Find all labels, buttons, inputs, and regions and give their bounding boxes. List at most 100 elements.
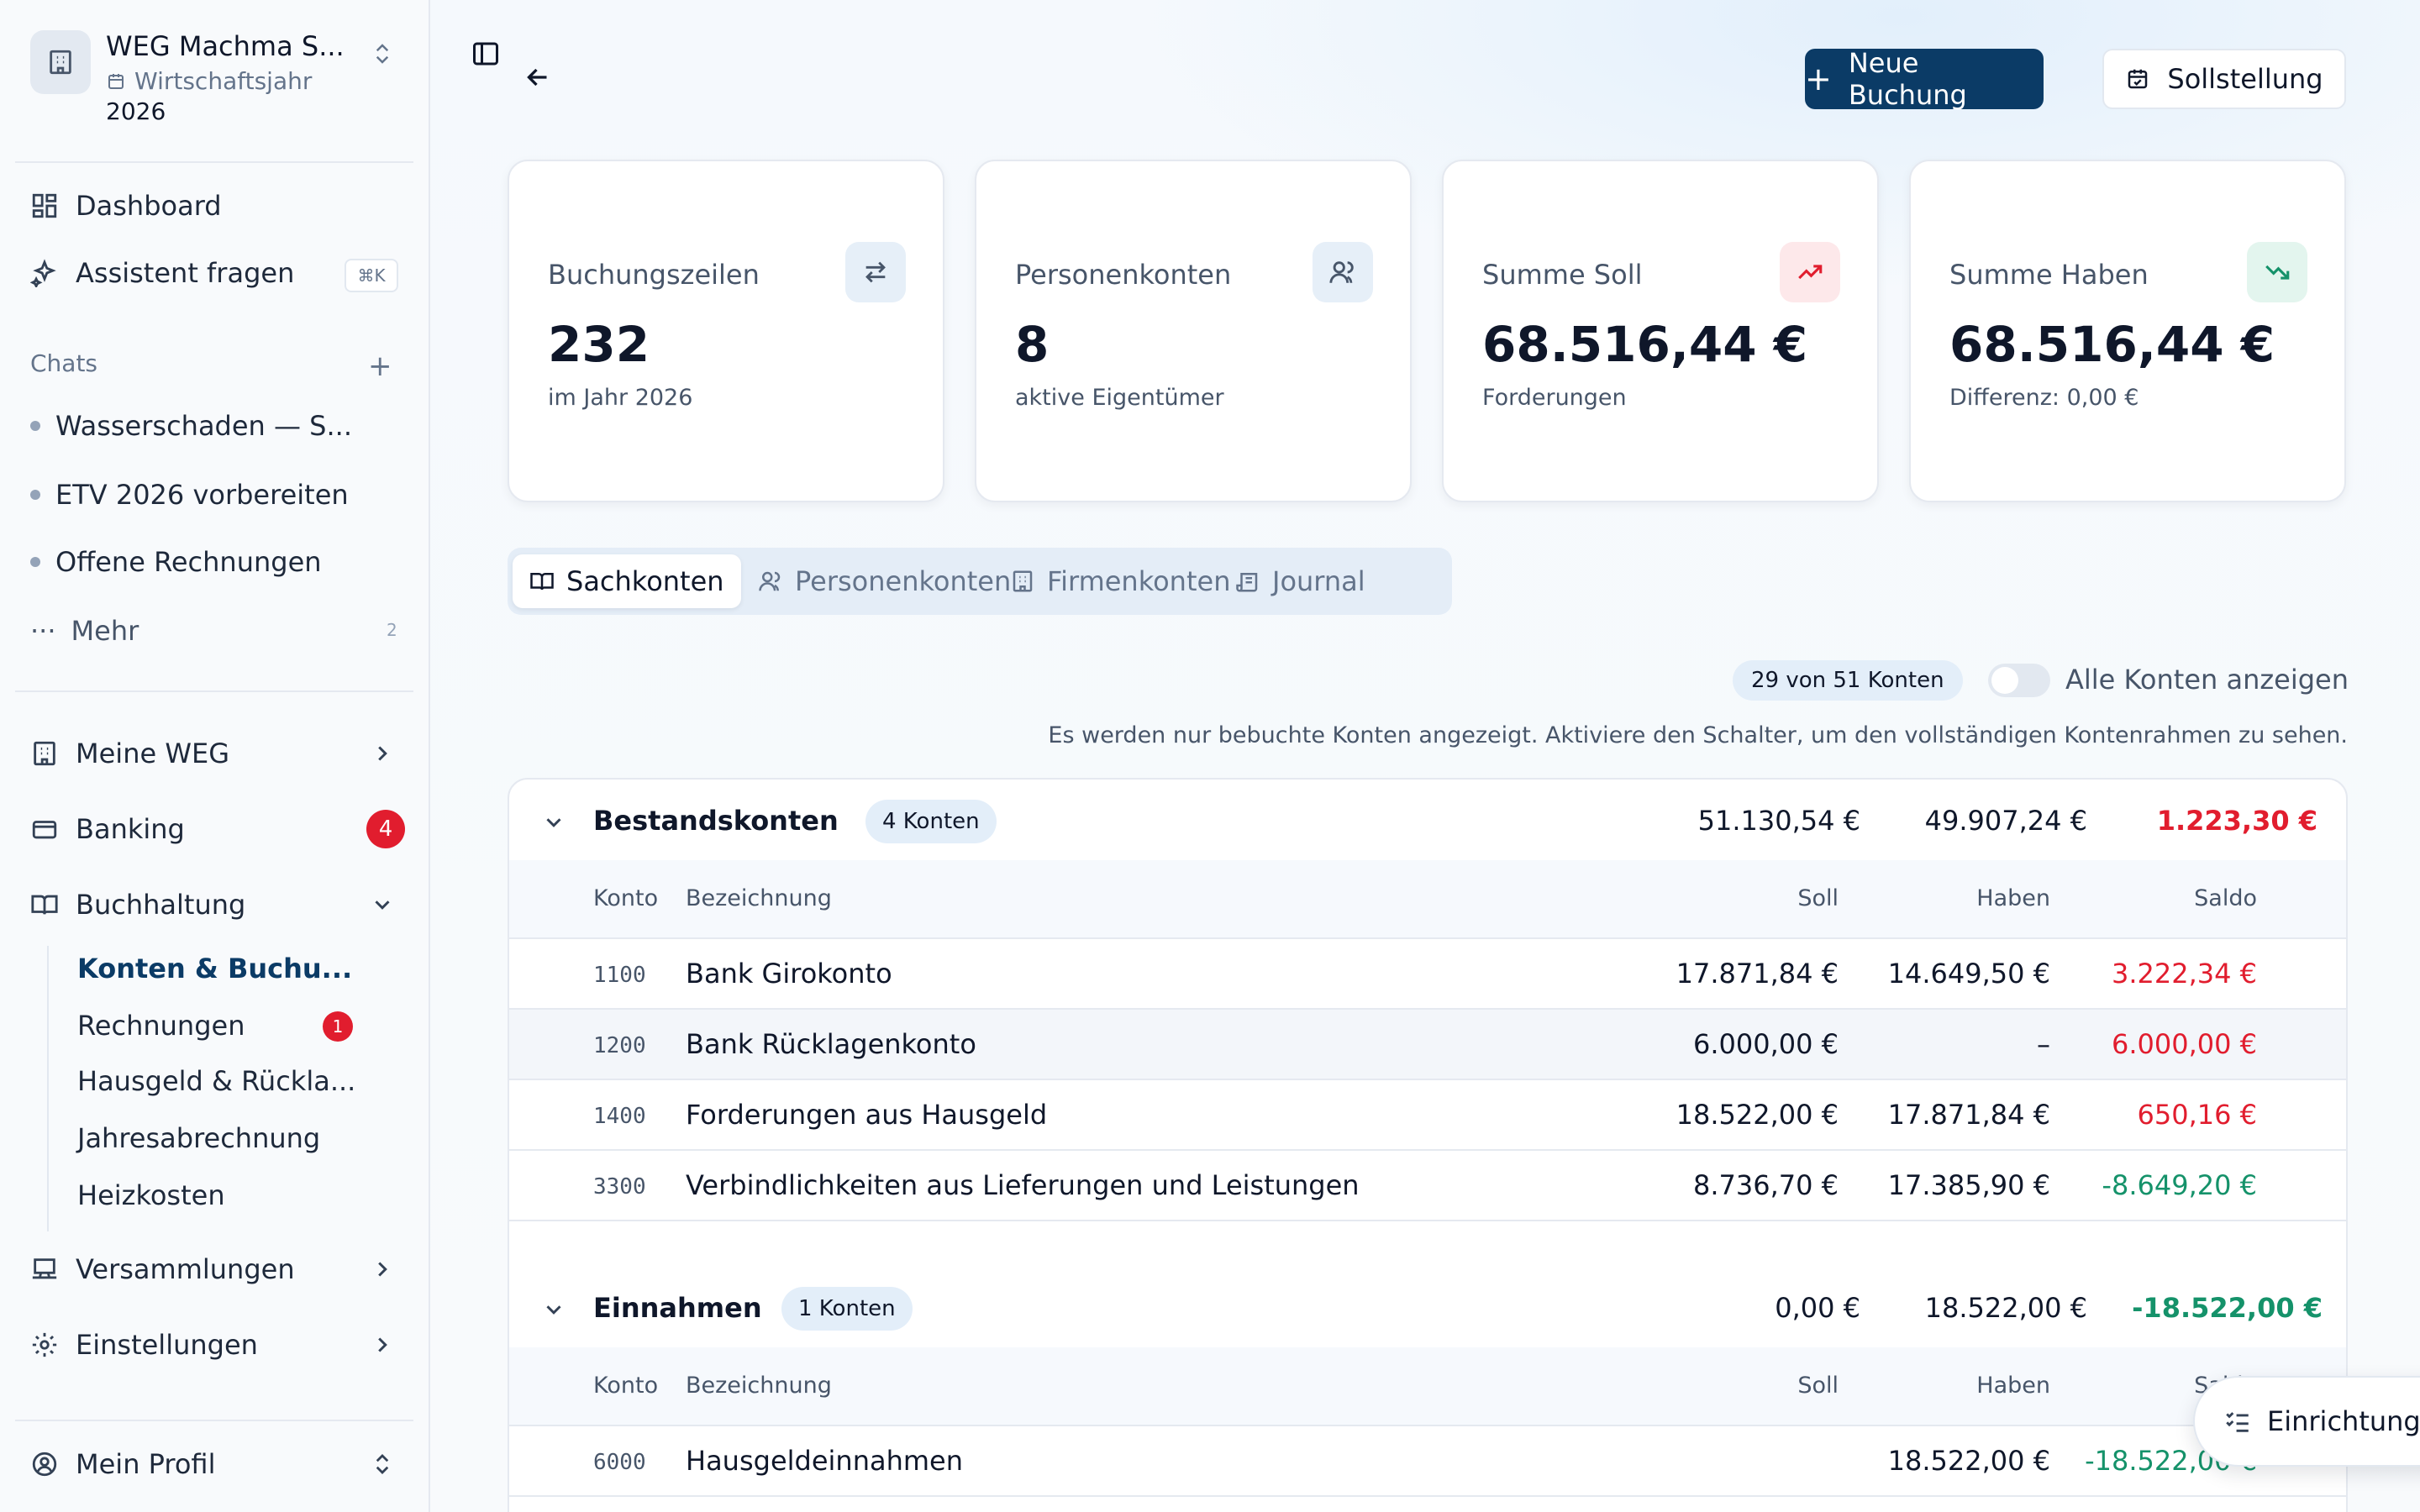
- back-arrow-icon[interactable]: [523, 62, 553, 92]
- kpi-title: Buchungszeilen: [548, 259, 760, 291]
- row-saldo: -8.649,20 €: [2102, 1169, 2257, 1201]
- divider: [15, 161, 413, 163]
- col-konto: Konto: [593, 1373, 659, 1399]
- show-all-toggle[interactable]: [1988, 664, 2050, 697]
- chat-item[interactable]: Offene Rechnungen: [30, 546, 322, 578]
- fiscal-year[interactable]: Wirtschaftsjahr: [106, 67, 312, 95]
- nav-meine-weg-label: Meine WEG: [76, 738, 229, 769]
- nav-profil[interactable]: Mein Profil: [30, 1448, 215, 1480]
- row-saldo: 650,16 €: [2137, 1099, 2258, 1131]
- row-code: 6000: [593, 1450, 646, 1475]
- table-row[interactable]: 1100 Bank Girokonto 17.871,84 € 14.649,5…: [509, 939, 2346, 1010]
- chevron-down-icon[interactable]: [370, 892, 395, 917]
- kpi-subtitle: im Jahr 2026: [548, 385, 693, 411]
- kpi-title: Summe Soll: [1482, 259, 1643, 291]
- chevron-right-icon[interactable]: [370, 1332, 395, 1357]
- chevron-right-icon[interactable]: [370, 741, 395, 766]
- org-name[interactable]: WEG Machma S...: [106, 30, 345, 62]
- group-haben: 49.907,24 €: [1924, 805, 2087, 837]
- tab-journal[interactable]: Journal: [1218, 554, 1382, 608]
- nav-assistant[interactable]: Assistent fragen: [30, 257, 294, 289]
- table-row[interactable]: 1400 Forderungen aus Hausgeld 18.522,00 …: [509, 1080, 2346, 1151]
- new-chat-button[interactable]: +: [368, 349, 392, 383]
- row-name: Forderungen aus Hausgeld: [686, 1099, 1048, 1131]
- sidebar-toggle-icon[interactable]: [471, 39, 501, 69]
- tab-label: Journal: [1272, 565, 1365, 597]
- switch-org-icon[interactable]: [370, 39, 395, 76]
- kpi-subtitle: aktive Eigentümer: [1015, 385, 1224, 411]
- tab-firmenkonten[interactable]: Firmenkonten: [993, 554, 1247, 608]
- table-row[interactable]: 3300 Verbindlichkeiten aus Lieferungen u…: [509, 1151, 2346, 1221]
- kpi-title: Summe Haben: [1949, 259, 2149, 291]
- sub-hausgeld[interactable]: Hausgeld & Rückla...: [77, 1065, 356, 1097]
- fiscal-year-value: 2026: [106, 97, 166, 125]
- scroll-icon: [1236, 573, 1258, 592]
- rechnungen-badge: 1: [323, 1011, 353, 1042]
- row-name: Verbindlichkeiten aus Lieferungen und Le…: [686, 1169, 1360, 1201]
- kpi-card-summe-haben: Summe Haben 68.516,44 € Differenz: 0,00 …: [1909, 160, 2346, 502]
- chat-item[interactable]: Wasserschaden — S...: [30, 410, 352, 442]
- new-booking-label: Neue Buchung: [1848, 47, 1967, 111]
- sub-konten-buchungen[interactable]: Konten & Buchu...: [77, 953, 353, 984]
- col-soll: Soll: [1797, 1373, 1839, 1399]
- chat-item-label: Offene Rechnungen: [55, 546, 322, 578]
- col-saldo: Saldo: [2194, 885, 2257, 911]
- row-code: 3300: [593, 1174, 646, 1200]
- sollstellung-button[interactable]: Sollstellung: [2102, 49, 2346, 109]
- row-soll: 18.522,00 €: [1676, 1099, 1839, 1131]
- group-title: Bestandskonten: [593, 805, 839, 837]
- sub-jahresabrechnung[interactable]: Jahresabrechnung: [77, 1122, 321, 1154]
- row-haben: 17.385,90 €: [1887, 1169, 2050, 1201]
- row-saldo: 6.000,00 €: [2111, 1028, 2257, 1060]
- users-icon: [1313, 242, 1373, 302]
- new-booking-button[interactable]: + Neue Buchung: [1805, 47, 2044, 111]
- sub-heizkosten[interactable]: Heizkosten: [77, 1179, 225, 1211]
- row-saldo: 3.222,34 €: [2111, 958, 2257, 990]
- bullet-icon: [30, 490, 40, 500]
- chat-item[interactable]: ETV 2026 vorbereiten: [30, 479, 349, 511]
- row-haben: 14.649,50 €: [1887, 958, 2050, 990]
- chevron-updown-icon[interactable]: [370, 1450, 395, 1478]
- chevron-down-icon[interactable]: [541, 1297, 566, 1322]
- kpi-card-buchungszeilen: Buchungszeilen 232 im Jahr 2026: [508, 160, 944, 502]
- sub-rechnungen[interactable]: Rechnungen: [77, 1010, 245, 1042]
- main-content: + Neue Buchung Sollstellung Buchungszeil…: [430, 0, 2420, 1512]
- group-saldo: -18.522,00 €: [2132, 1292, 2323, 1324]
- setup-progress-button[interactable]: Einrichtung abschließen 70: [2193, 1376, 2420, 1467]
- nav-meine-weg[interactable]: Meine WEG: [30, 738, 229, 769]
- group-soll: 51.130,54 €: [1697, 805, 1860, 837]
- nav-profil-label: Mein Profil: [76, 1448, 216, 1480]
- column-header: Konto Bezeichnung Soll Haben Saldo: [509, 860, 2346, 939]
- row-name: Hausgeldeinnahmen: [686, 1445, 963, 1477]
- row-name: Bank Girokonto: [686, 958, 892, 990]
- table-row[interactable]: 6000 Hausgeldeinnahmen 18.522,00 € -18.5…: [509, 1426, 2346, 1497]
- tab-personenkonten[interactable]: Personenkonten: [741, 554, 1028, 608]
- row-soll: 6.000,00 €: [1692, 1028, 1839, 1060]
- row-code: 1200: [593, 1033, 646, 1058]
- kpi-value: 232: [548, 316, 650, 373]
- chats-more[interactable]: ··· Mehr: [30, 615, 139, 647]
- nav-dashboard[interactable]: Dashboard: [30, 190, 222, 222]
- chats-more-count: 2: [387, 620, 397, 640]
- chats-heading: Chats: [30, 349, 98, 377]
- chevron-right-icon[interactable]: [370, 1257, 395, 1282]
- tab-sachkonten[interactable]: Sachkonten: [513, 554, 741, 608]
- nav-buchhaltung[interactable]: Buchhaltung: [30, 889, 245, 921]
- tab-label: Firmenkonten: [1047, 565, 1231, 597]
- kpi-subtitle: Forderungen: [1482, 385, 1627, 411]
- group-header-bestandskonten[interactable]: Bestandskonten 4 Konten 51.130,54 € 49.9…: [509, 780, 2346, 860]
- chat-item-label: Wasserschaden — S...: [55, 410, 352, 442]
- row-haben: 17.871,84 €: [1887, 1099, 2050, 1131]
- kpi-value: 68.516,44 €: [1949, 316, 2275, 373]
- table-row[interactable]: 1200 Bank Rücklagenkonto 6.000,00 € – 6.…: [509, 1010, 2346, 1080]
- nav-versammlungen[interactable]: Versammlungen: [30, 1253, 295, 1285]
- nav-banking[interactable]: Banking: [30, 813, 185, 845]
- nav-einstellungen[interactable]: Einstellungen: [30, 1329, 258, 1361]
- nav-versammlungen-label: Versammlungen: [76, 1253, 295, 1285]
- group-header-einnahmen[interactable]: Einnahmen 1 Konten 0,00 € 18.522,00 € -1…: [509, 1267, 2346, 1347]
- users-icon: [759, 571, 781, 591]
- show-all-label: Alle Konten anzeigen: [2065, 664, 2349, 696]
- kpi-value: 68.516,44 €: [1482, 316, 1808, 373]
- chevron-down-icon[interactable]: [541, 810, 566, 835]
- tab-label: Personenkonten: [795, 565, 1012, 597]
